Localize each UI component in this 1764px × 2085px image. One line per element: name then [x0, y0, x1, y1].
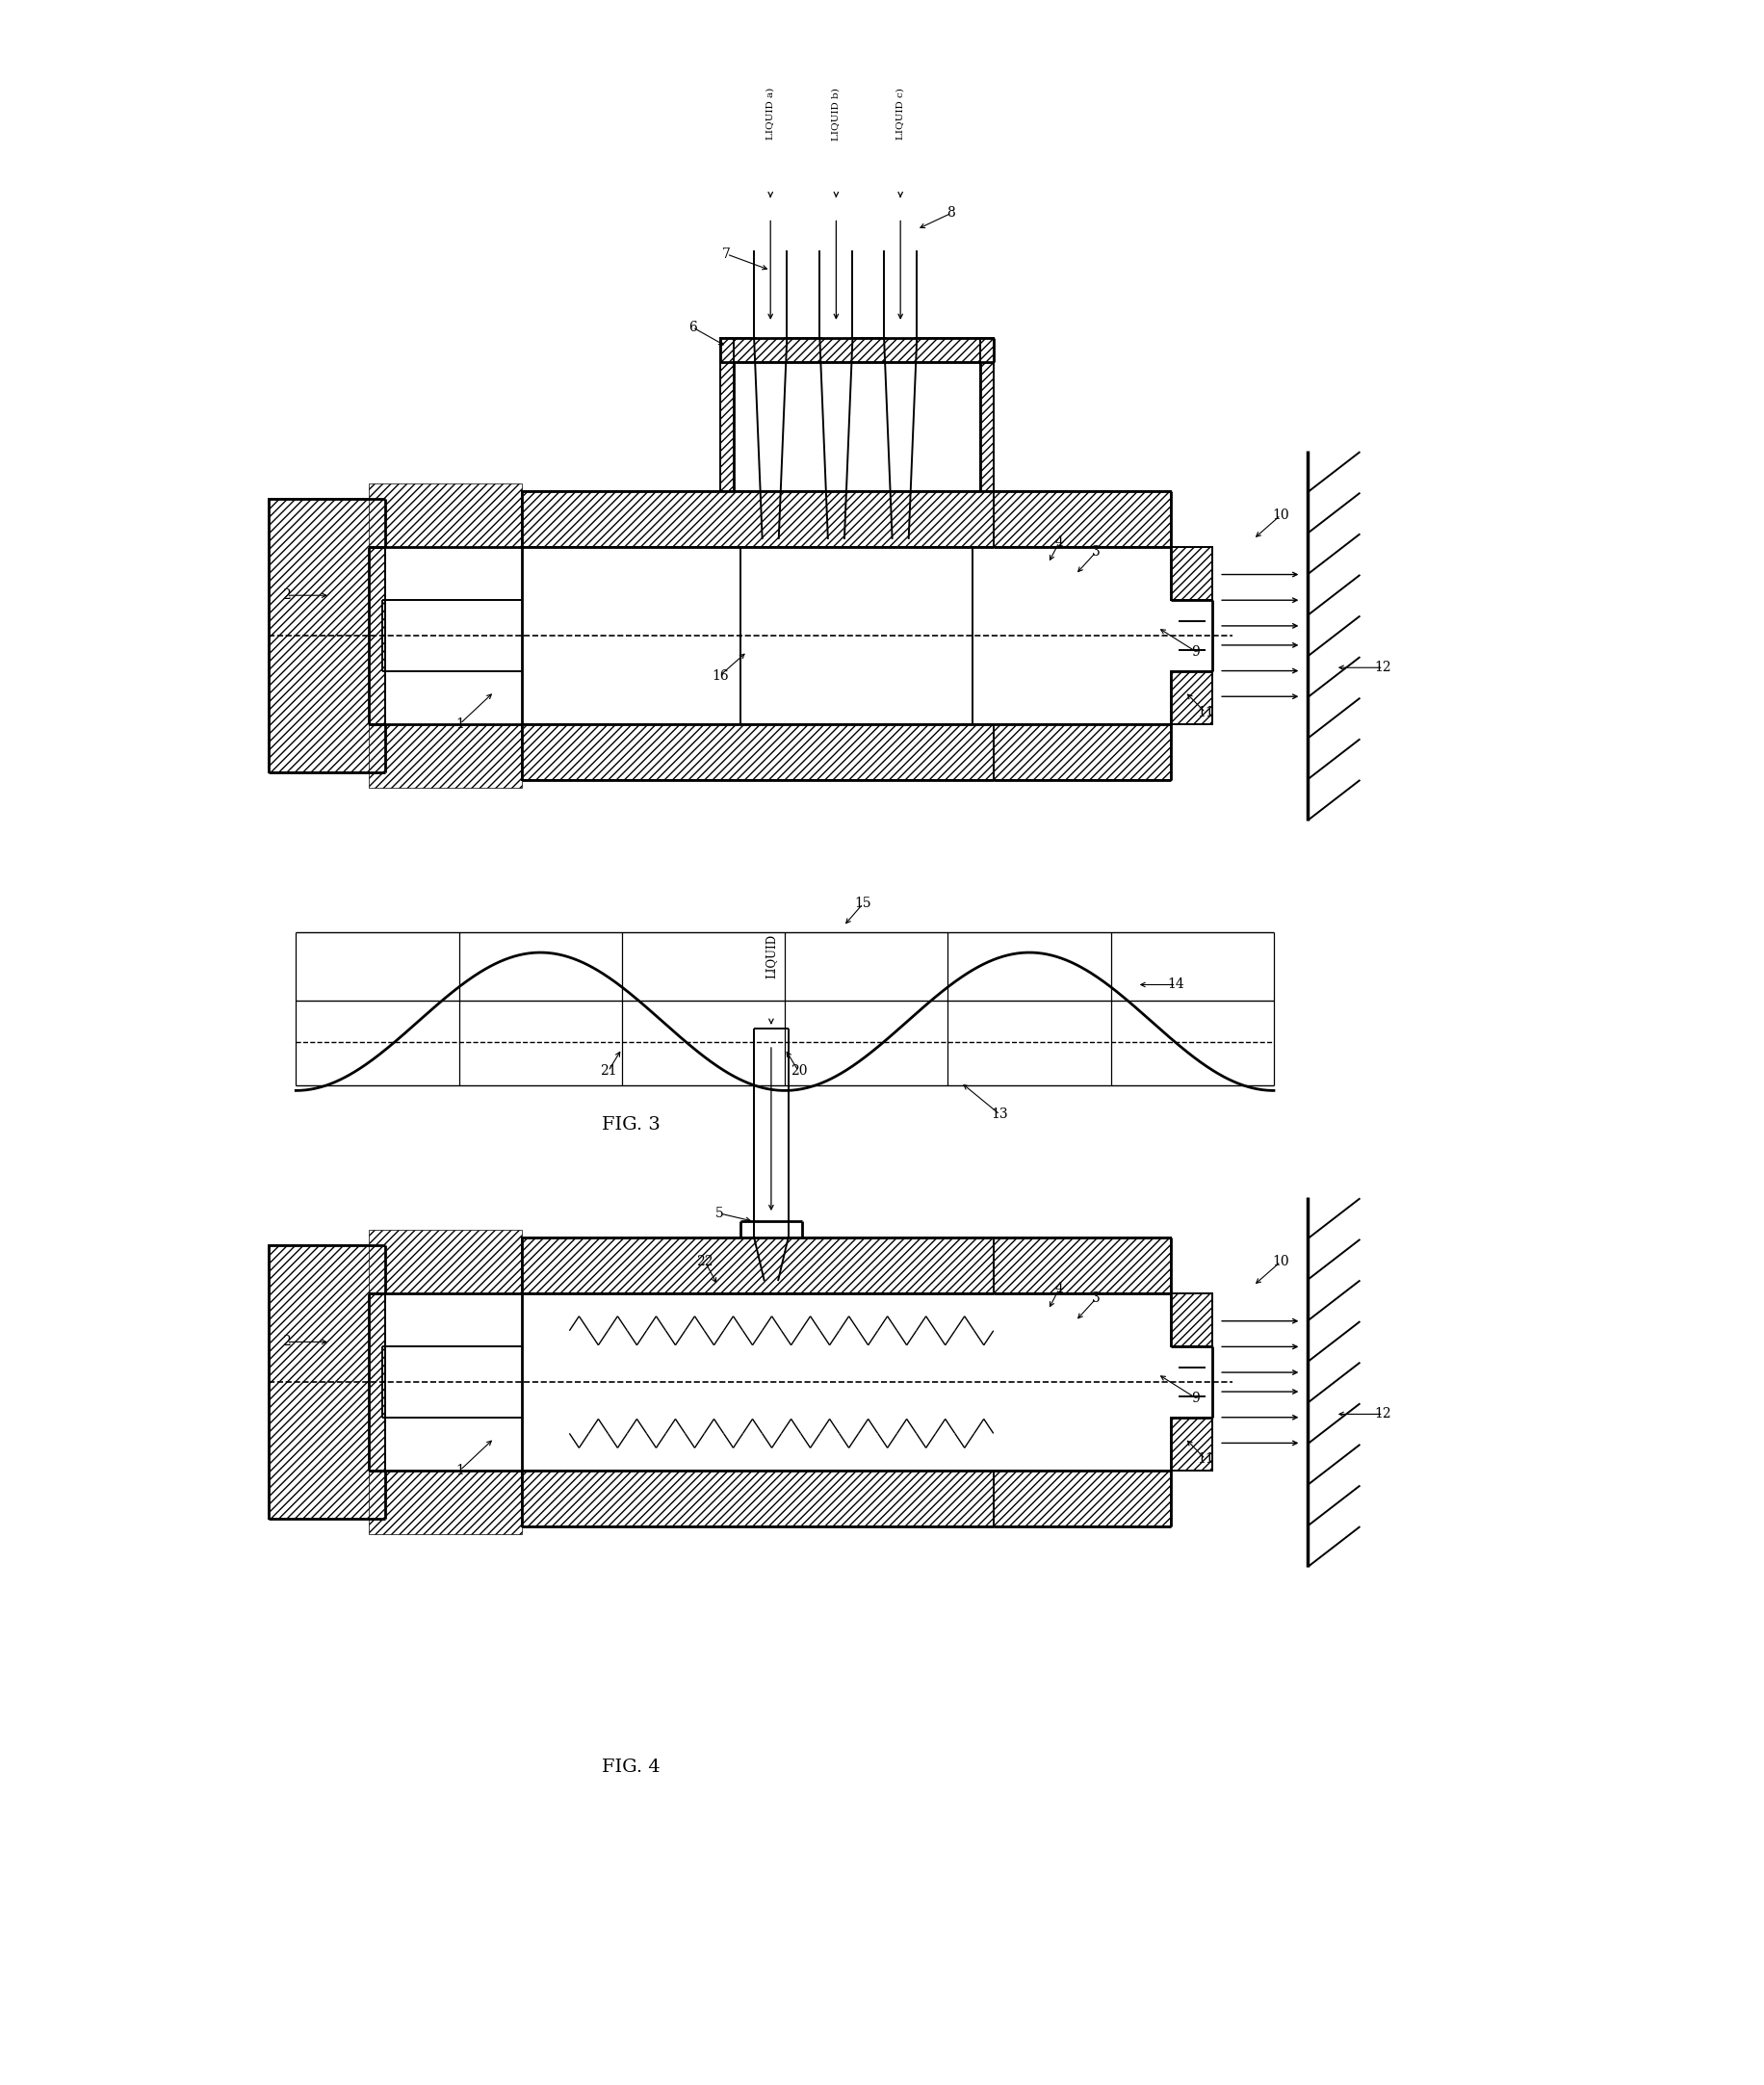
Bar [979, 338, 993, 490]
Text: 3: 3 [1092, 1293, 1099, 1305]
Polygon shape [369, 1470, 522, 1535]
Text: 5: 5 [714, 1207, 723, 1220]
Bar [1171, 546, 1212, 600]
Bar [993, 723, 1171, 780]
Text: 3: 3 [1092, 546, 1099, 559]
Text: 10: 10 [1272, 1255, 1288, 1268]
Text: 8: 8 [946, 206, 954, 221]
Text: LIQUID c): LIQUID c) [896, 88, 905, 140]
Bar [822, 202, 850, 338]
Text: 4: 4 [1055, 536, 1062, 548]
Text: 7: 7 [721, 248, 730, 261]
Polygon shape [369, 484, 522, 546]
Text: 6: 6 [688, 321, 697, 334]
Bar [268, 1245, 385, 1518]
Bar [522, 1470, 993, 1526]
Text: 11: 11 [1196, 707, 1214, 719]
Bar [993, 1470, 1171, 1526]
Bar [720, 338, 993, 363]
Text: 20: 20 [790, 1065, 806, 1078]
Bar [522, 490, 993, 546]
Bar [1171, 671, 1212, 723]
Text: 2: 2 [282, 588, 291, 603]
Text: 11: 11 [1196, 1453, 1214, 1466]
Bar [522, 723, 993, 780]
Text: 15: 15 [854, 897, 871, 911]
Text: 9: 9 [1191, 644, 1200, 659]
Bar [1171, 1293, 1212, 1347]
Text: LIQUID: LIQUID [764, 934, 776, 978]
Text: 21: 21 [600, 1065, 616, 1078]
Bar [757, 202, 783, 338]
Bar [720, 338, 734, 490]
Bar [993, 490, 1171, 546]
Text: FIG. 4: FIG. 4 [602, 1758, 660, 1776]
Text: 1: 1 [455, 1464, 464, 1476]
Bar [755, 1028, 787, 1238]
Text: 4: 4 [1055, 1282, 1062, 1295]
Polygon shape [369, 1230, 522, 1293]
Bar [993, 1238, 1171, 1293]
Bar [268, 498, 385, 771]
Text: 10: 10 [1272, 509, 1288, 521]
Text: 1: 1 [455, 717, 464, 730]
Text: 2: 2 [282, 1334, 291, 1349]
Text: LIQUID b): LIQUID b) [831, 88, 840, 140]
Text: 22: 22 [697, 1255, 713, 1268]
Polygon shape [369, 723, 522, 788]
Text: LIQUID a): LIQUID a) [766, 88, 774, 140]
Bar [1171, 1418, 1212, 1470]
Text: FIG. 3: FIG. 3 [602, 1115, 660, 1134]
Bar [522, 1238, 993, 1293]
Text: 12: 12 [1374, 1407, 1392, 1420]
Text: 13: 13 [991, 1107, 1007, 1122]
Text: 16: 16 [711, 669, 729, 682]
Text: 14: 14 [1166, 978, 1184, 992]
Text: 9: 9 [1191, 1391, 1200, 1405]
Text: 12: 12 [1374, 661, 1392, 673]
Bar [886, 202, 914, 338]
Bar [741, 546, 972, 723]
